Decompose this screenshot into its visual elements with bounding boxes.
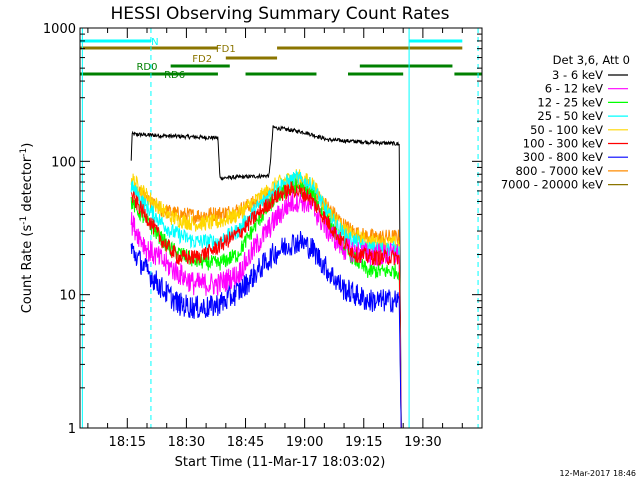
legend-label: 100 - 300 keV — [523, 137, 603, 151]
chart-title: HESSI Observing Summary Count Rates — [110, 4, 449, 24]
flag-label-n: N — [151, 37, 158, 48]
y-tick-label: 100 — [51, 155, 76, 170]
legend-label: 300 - 800 keV — [523, 150, 603, 164]
y-label-sup2: -1 — [19, 148, 29, 157]
legend-label: 50 - 100 keV — [530, 123, 603, 137]
y-axis-ticks: 1 10 100 1000 — [43, 22, 482, 437]
legend-label: 800 - 7000 keV — [515, 164, 603, 178]
legend-label: 6 - 12 keV — [545, 82, 603, 96]
x-tick-label: 18:45 — [227, 435, 264, 450]
x-tick-label: 18:15 — [109, 435, 146, 450]
flag-bars: N FD1 FD2 RD0 RD6 — [80, 37, 482, 81]
flag-label-fd2: FD2 — [192, 54, 212, 65]
plot-frame — [79, 27, 483, 429]
series-lines — [130, 125, 402, 429]
flag-label-fd1: FD1 — [216, 44, 236, 55]
series-line-0 — [130, 125, 402, 429]
y-label-main: Count Rate (s — [20, 225, 35, 314]
series-line-5 — [130, 180, 402, 429]
x-tick-label: 19:15 — [345, 435, 382, 450]
attenuator-lines — [81, 28, 479, 428]
legend-label: 3 - 6 keV — [552, 68, 603, 82]
x-axis-label: Start Time (11-Mar-17 18:03:02) — [175, 455, 386, 470]
y-label-end: ) — [20, 143, 35, 148]
legend-header: Det 3,6, Att 0 — [553, 53, 630, 67]
y-tick-label: 1000 — [43, 22, 76, 37]
x-tick-label: 18:30 — [168, 435, 205, 450]
legend-label: 12 - 25 keV — [537, 95, 603, 109]
y-label-mid: detector — [20, 156, 35, 216]
legend-label: 25 - 50 keV — [537, 109, 603, 123]
y-label-sup1: -1 — [19, 216, 29, 225]
series-line-3 — [130, 170, 402, 429]
flag-label-rd6: RD6 — [164, 70, 185, 81]
x-axis-ticks: 18:15 18:30 18:45 19:00 19:15 19:30 — [87, 28, 463, 450]
y-tick-label: 1 — [68, 422, 76, 437]
y-tick-label: 10 — [59, 289, 76, 304]
series-line-1 — [130, 190, 402, 429]
legend-label: 7000 - 20000 keV — [501, 178, 603, 192]
x-tick-label: 19:00 — [286, 435, 323, 450]
y-axis-label: Count Rate (s-1 detector-1) — [19, 143, 35, 314]
flag-label-rd0: RD0 — [136, 62, 157, 73]
timestamp: 12-Mar-2017 18:46 — [560, 469, 637, 478]
series-line-6 — [130, 230, 402, 429]
x-tick-label: 19:30 — [404, 435, 441, 450]
